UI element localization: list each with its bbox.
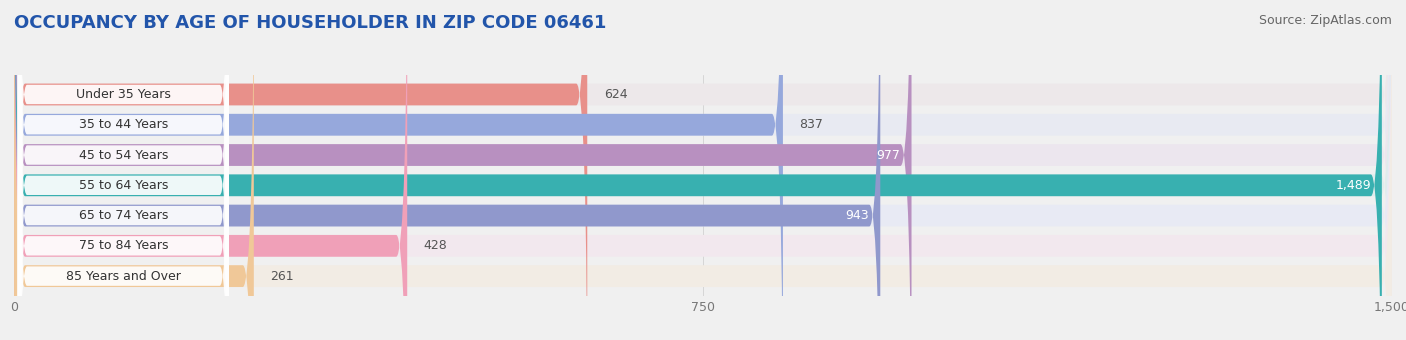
Text: Source: ZipAtlas.com: Source: ZipAtlas.com xyxy=(1258,14,1392,27)
FancyBboxPatch shape xyxy=(14,0,1392,340)
FancyBboxPatch shape xyxy=(18,0,229,340)
Text: 85 Years and Over: 85 Years and Over xyxy=(66,270,181,283)
Text: 428: 428 xyxy=(423,239,447,252)
FancyBboxPatch shape xyxy=(14,0,254,340)
FancyBboxPatch shape xyxy=(14,0,1382,340)
Text: 261: 261 xyxy=(270,270,294,283)
FancyBboxPatch shape xyxy=(18,0,229,340)
FancyBboxPatch shape xyxy=(18,0,229,340)
FancyBboxPatch shape xyxy=(14,0,880,340)
Text: 837: 837 xyxy=(800,118,824,131)
FancyBboxPatch shape xyxy=(14,0,588,340)
FancyBboxPatch shape xyxy=(14,0,1392,340)
Text: 35 to 44 Years: 35 to 44 Years xyxy=(79,118,167,131)
Text: Under 35 Years: Under 35 Years xyxy=(76,88,170,101)
FancyBboxPatch shape xyxy=(18,0,229,340)
Text: 65 to 74 Years: 65 to 74 Years xyxy=(79,209,169,222)
Text: 45 to 54 Years: 45 to 54 Years xyxy=(79,149,169,162)
FancyBboxPatch shape xyxy=(14,0,1392,340)
Text: 75 to 84 Years: 75 to 84 Years xyxy=(79,239,169,252)
FancyBboxPatch shape xyxy=(14,0,1392,340)
FancyBboxPatch shape xyxy=(14,0,783,340)
FancyBboxPatch shape xyxy=(14,0,408,340)
Text: OCCUPANCY BY AGE OF HOUSEHOLDER IN ZIP CODE 06461: OCCUPANCY BY AGE OF HOUSEHOLDER IN ZIP C… xyxy=(14,14,606,32)
Text: 943: 943 xyxy=(845,209,869,222)
Text: 624: 624 xyxy=(603,88,627,101)
FancyBboxPatch shape xyxy=(18,0,229,340)
FancyBboxPatch shape xyxy=(14,0,1392,340)
FancyBboxPatch shape xyxy=(14,0,1392,340)
Text: 977: 977 xyxy=(876,149,900,162)
FancyBboxPatch shape xyxy=(18,0,229,340)
FancyBboxPatch shape xyxy=(14,0,911,340)
FancyBboxPatch shape xyxy=(14,0,1392,340)
FancyBboxPatch shape xyxy=(18,0,229,340)
Text: 55 to 64 Years: 55 to 64 Years xyxy=(79,179,169,192)
Text: 1,489: 1,489 xyxy=(1336,179,1371,192)
